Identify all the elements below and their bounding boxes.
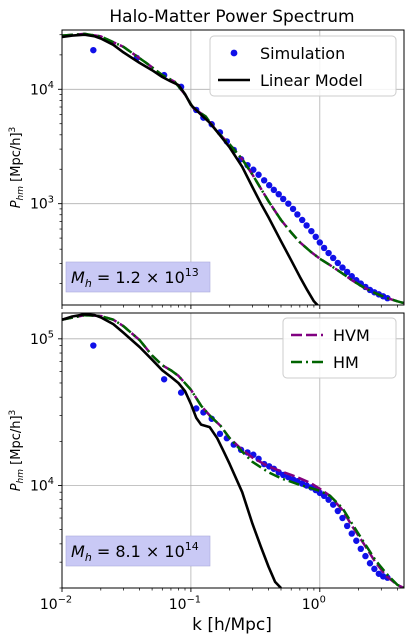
simulation-point xyxy=(316,239,324,246)
simulation-point xyxy=(275,190,282,198)
legend-label: Linear Model xyxy=(260,71,363,90)
x-axis-label: k [h/Mpc] xyxy=(192,615,272,635)
simulation-point xyxy=(320,244,328,252)
simulation-point xyxy=(90,46,97,54)
simulation-point xyxy=(255,171,262,178)
simulation-point xyxy=(343,522,351,530)
simulation-point xyxy=(270,186,278,194)
simulation-point xyxy=(329,254,337,262)
y-tick-label: 105 xyxy=(30,330,54,348)
simulation-point xyxy=(357,545,364,553)
mass-annotation-box xyxy=(65,535,211,567)
simulation-point xyxy=(279,195,287,203)
legend-box xyxy=(209,35,397,97)
simulation-point xyxy=(160,376,168,383)
linear-model-line xyxy=(62,313,282,588)
simulation-point xyxy=(298,216,306,224)
y-axis-label: Phm [Mpc/h]3 xyxy=(8,127,26,209)
panel-1: 103 104 Phm [Mpc/h]3 Mh = 1.2 × 1013 Simulat… xyxy=(8,29,405,309)
chart-title: Halo-Matter Power Spectrum xyxy=(109,7,354,27)
simulation-point xyxy=(303,222,310,229)
legend-label: Simulation xyxy=(260,44,345,63)
mass-annotation-text: Mh = 8.1 × 1014 xyxy=(71,540,199,564)
hm-line xyxy=(62,313,404,588)
legend-box xyxy=(282,317,397,379)
y-tick-label: 104 xyxy=(30,80,54,98)
legend-marker xyxy=(230,49,238,57)
simulation-point xyxy=(325,496,332,503)
y-tick-label: 104 xyxy=(30,476,54,494)
x-tick-label: 10−2 xyxy=(40,595,72,613)
simulation-point xyxy=(285,200,292,207)
simulation-point xyxy=(266,182,273,189)
simulation-point xyxy=(339,264,346,271)
plot-area xyxy=(62,313,404,588)
simulation-point xyxy=(366,560,374,567)
legend-label: HM xyxy=(333,353,359,372)
simulation-point xyxy=(339,514,346,522)
simulation-point xyxy=(325,249,332,257)
legend-label: HVM xyxy=(333,326,370,345)
y-axis-label: Phm [Mpc/h]3 xyxy=(8,410,26,492)
x-tick-label: 100 xyxy=(302,595,326,613)
simulation-point xyxy=(294,211,301,218)
mass-annotation-text: Mh = 1.2 × 1013 xyxy=(71,266,199,290)
simulation-point xyxy=(371,565,378,573)
axes-frame xyxy=(61,29,405,306)
simulation-point xyxy=(312,233,319,241)
simulation-point xyxy=(334,259,342,267)
simulation-point xyxy=(362,552,369,560)
legend: Simulation Linear Model xyxy=(209,35,397,97)
mass-annotation-box xyxy=(65,261,211,293)
simulation-point xyxy=(308,227,315,235)
y-tick-label: 103 xyxy=(30,194,54,212)
simulation-point xyxy=(334,507,342,515)
hm-line xyxy=(62,32,404,305)
simulation-point xyxy=(177,389,185,396)
simulation-point xyxy=(260,177,268,184)
simulation-point xyxy=(343,268,351,276)
simulation-point xyxy=(289,205,297,213)
x-tick-label: 10−1 xyxy=(169,595,201,613)
panel-2: 10−2 10−1 100 104 105 Phm [Mpc/h]3 Mh = 8.1 × … xyxy=(8,312,405,613)
simulation-point xyxy=(216,430,224,438)
simulation-point xyxy=(353,537,360,544)
linear-model-line xyxy=(62,33,320,305)
plot-area xyxy=(62,32,404,305)
legend: HVM HM xyxy=(282,317,397,379)
axes-frame xyxy=(61,312,405,589)
simulation-point xyxy=(90,342,97,349)
simulation-point xyxy=(348,530,355,537)
